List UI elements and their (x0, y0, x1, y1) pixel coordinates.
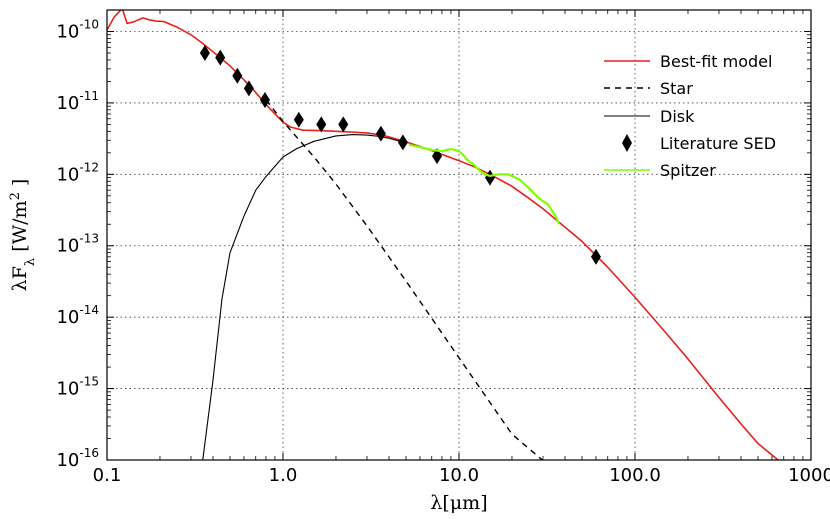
y-axis-label: λFλ [W/m2 ] (8, 179, 38, 292)
y-tick-label: 10-12 (56, 160, 99, 185)
y-label-pre: λF (9, 266, 31, 291)
disk-line (202, 134, 407, 460)
literature-sed-point (293, 111, 304, 128)
x-axis-label: λ[μm] (430, 492, 487, 514)
y-tick-label: 10-14 (56, 303, 99, 328)
y-tick-label: 10-15 (56, 375, 99, 400)
legend-label-literature-sed: Literature SED (660, 134, 776, 153)
best-fit-model-line (107, 10, 779, 460)
literature-sed-point (215, 49, 226, 66)
y-label-post: ] (9, 179, 31, 192)
literature-sed-point (232, 67, 243, 84)
x-tick-label: 1.0 (269, 465, 298, 486)
plot-series (107, 10, 779, 460)
y-label-mid: [W/m (9, 200, 31, 257)
y-tick-label: 10-10 (56, 17, 99, 42)
grid (107, 10, 811, 460)
y-tick-label: 10-13 (56, 232, 99, 257)
literature-sed-point (243, 80, 254, 97)
legend-label-spitzer: Spitzer (660, 161, 716, 180)
literature-sed-point (432, 148, 443, 165)
axis-ticks: 0.1 1.0 10.0 100.0 1000 10-10 10-11 10-12 10-13 1… (56, 10, 830, 486)
x-tick-label: 0.1 (93, 465, 122, 486)
y-tick-label: 10-16 (56, 446, 99, 471)
x-tick-label: 1000 (788, 465, 830, 486)
spitzer-line (408, 143, 561, 225)
legend-label-star: Star (660, 79, 693, 98)
legend-label-best-fit-model: Best-fit model (660, 52, 772, 71)
star-line (265, 99, 544, 460)
y-tick-label: 10-11 (56, 89, 99, 114)
literature-sed-point (316, 116, 327, 133)
legend: Best-fit model Star Disk Literature SED … (604, 52, 776, 180)
x-tick-label: 100.0 (609, 465, 661, 486)
legend-label-disk: Disk (660, 107, 695, 126)
literature-sed-point (590, 248, 601, 265)
legend-marker-literature-sed (622, 134, 632, 152)
literature-sed-point (338, 116, 349, 133)
literature-sed-point (199, 44, 210, 61)
y-label-sup: 2 (8, 192, 23, 200)
y-label-sub: λ (23, 258, 38, 266)
literature-sed-point (259, 91, 270, 108)
x-tick-label: 10.0 (439, 465, 479, 486)
literature-sed-point (484, 169, 495, 186)
literature-sed-point (375, 125, 386, 142)
literature-sed-point (397, 134, 408, 151)
